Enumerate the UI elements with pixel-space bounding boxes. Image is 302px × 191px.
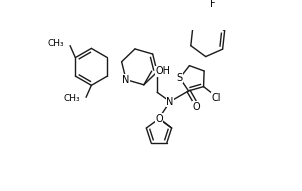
Text: O: O [155, 114, 163, 124]
Text: N: N [166, 96, 174, 107]
Text: CH₃: CH₃ [47, 40, 64, 49]
Text: Cl: Cl [211, 93, 221, 103]
Text: F: F [210, 0, 216, 9]
Text: N: N [122, 75, 130, 85]
Text: O: O [192, 102, 200, 112]
Text: S: S [177, 73, 183, 83]
Text: CH₃: CH₃ [63, 95, 80, 104]
Text: OH: OH [156, 66, 171, 76]
